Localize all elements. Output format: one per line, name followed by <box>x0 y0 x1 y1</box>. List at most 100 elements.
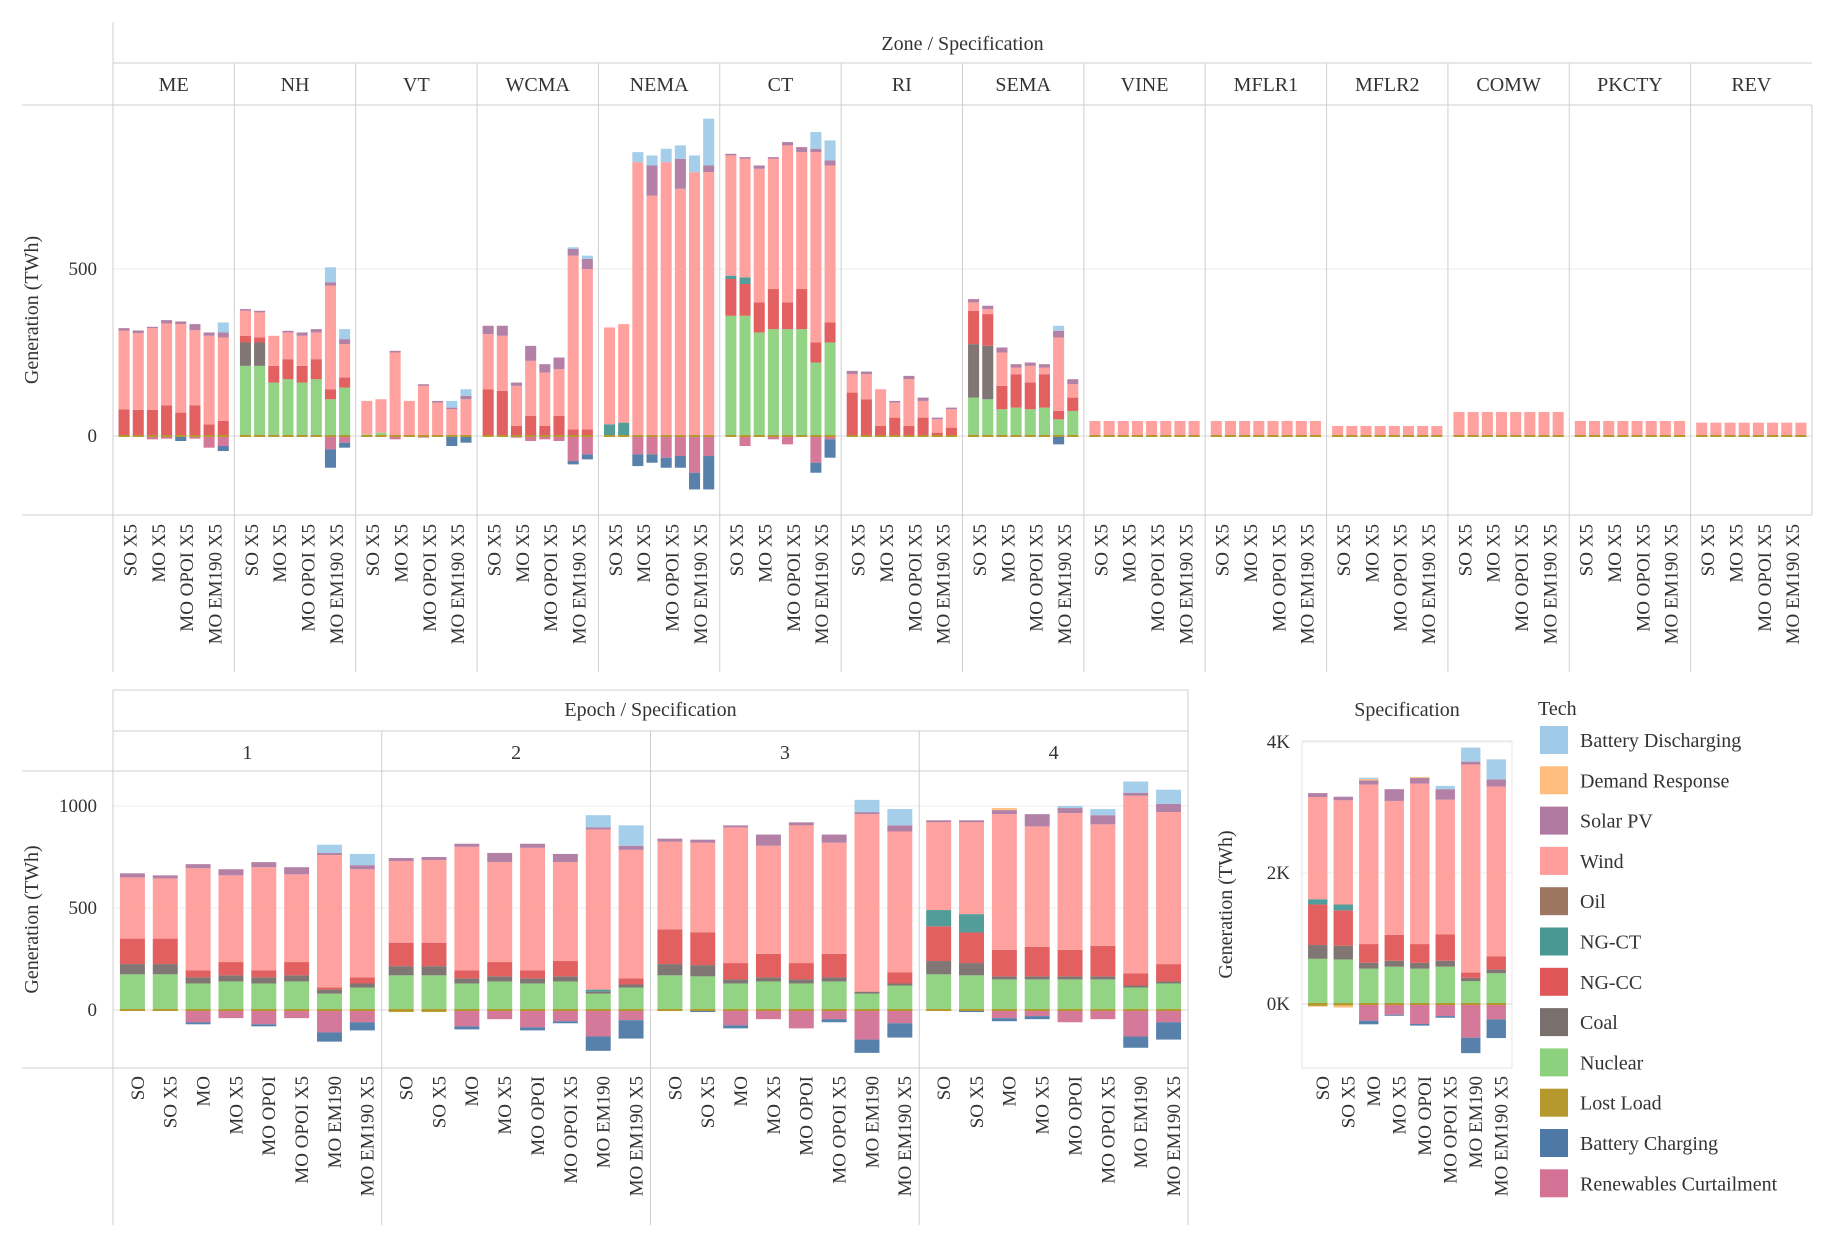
legend-swatch-nuclear <box>1540 1048 1568 1077</box>
bar-segment-ct-1-neg-renewables-curtailment <box>739 436 751 447</box>
bar-segment-ct-1-nuclear <box>739 315 751 436</box>
bar-segment-nema-4-neg-battery-charging <box>660 457 672 468</box>
bar-segment-ct-7-ng-cc <box>824 322 836 343</box>
bar-baseline-ri-1 <box>860 435 872 437</box>
bar-segment-epoch-3-2-ng-cc <box>723 963 749 980</box>
bar-segment-wcma-5-ng-cc <box>553 415 565 436</box>
bar-segment-me-7-neg-battery-charging <box>217 446 229 452</box>
bar-segment-epoch-3-4-ng-cc <box>788 963 814 980</box>
bar-segment-me-6-neg-renewables-curtailment <box>203 436 215 448</box>
bar-segment-vine-2-wind <box>1117 420 1129 436</box>
bar-baseline-epoch-1-0 <box>119 1009 145 1011</box>
bar-segment-spec-2-wind <box>1359 784 1379 945</box>
bar-segment-nema-6-battery-discharging <box>689 155 701 173</box>
x-tick-label-epoch-2-7: MO EM190 X5 <box>626 1076 647 1196</box>
x-tick-label-nh-0: SO X5 <box>242 524 263 576</box>
bar-segment-epoch-3-7-coal <box>887 983 913 986</box>
bar-segment-wcma-5-neg-renewables-curtailment <box>553 436 565 442</box>
bar-baseline-spec-2 <box>1359 1003 1379 1005</box>
bar-segment-ct-2-solar-pv <box>753 165 765 169</box>
bar-baseline-mflr1-7 <box>1309 435 1322 437</box>
x-tick-label-spec-2: MO <box>1364 1076 1385 1107</box>
bar-segment-nh-1-ng-cc <box>254 337 266 343</box>
x-tick-label-epoch-4-1: SO X5 <box>967 1076 988 1128</box>
bar-baseline-mflr2-6 <box>1417 435 1429 437</box>
bar-baseline-epoch-4-0 <box>926 1009 952 1011</box>
bar-segment-ct-5-ng-cc <box>796 289 808 330</box>
bar-segment-spec-6-neg-battery-charging <box>1461 1037 1481 1054</box>
bar-baseline-vt-7 <box>460 435 472 437</box>
bar-segment-epoch-1-4-ng-cc <box>251 970 277 978</box>
bar-segment-nema-5-solar-pv <box>674 158 686 189</box>
zone-header-comw: COMW <box>1476 74 1541 96</box>
bar-segment-spec-1-wind <box>1333 800 1353 905</box>
x-tick-label-nema-0: SO X5 <box>606 524 627 576</box>
bar-baseline-ri-5 <box>917 435 929 437</box>
panel-frames <box>22 22 1813 1225</box>
bar-segment-ct-7-neg-battery-charging <box>824 439 836 458</box>
bar-segment-spec-3-wind <box>1384 800 1404 935</box>
zone-header-wcma: WCMA <box>506 74 571 96</box>
bar-baseline-spec-7 <box>1486 1003 1506 1005</box>
legend-swatch-ng-ct <box>1540 927 1568 956</box>
bar-baseline-mflr2-2 <box>1360 435 1372 437</box>
x-tick-label-sema-1: MO X5 <box>998 524 1019 583</box>
bar-baseline-rev-3 <box>1738 435 1750 437</box>
bar-segment-nema-5-battery-discharging <box>674 145 686 159</box>
bar-segment-epoch-3-7-ng-cc <box>887 972 913 984</box>
bar-segment-wcma-7-solar-pv <box>581 258 593 269</box>
epoch-header-4: 4 <box>1049 742 1059 764</box>
bar-baseline-vt-5 <box>432 435 444 437</box>
legend-label-ng-cc: NG-CC <box>1580 972 1642 994</box>
bar-segment-sema-6-neg-battery-charging <box>1053 436 1065 445</box>
bar-segment-nh-3-nuclear <box>282 379 294 436</box>
bar-segment-wcma-3-solar-pv <box>525 345 537 361</box>
bar-baseline-epoch-3-7 <box>887 1009 913 1011</box>
bar-segment-epoch-2-2-ng-cc <box>454 970 480 979</box>
bar-segment-ct-0-wind <box>725 155 737 276</box>
bar-segment-epoch-2-0-ng-cc <box>388 942 414 967</box>
bar-segment-epoch-4-2-nuclear <box>991 979 1017 1010</box>
bar-baseline-mflr1-2 <box>1239 435 1251 437</box>
bar-baseline-me-3 <box>161 435 173 437</box>
bar-segment-epoch-4-6-neg-renewables-curtailment <box>1123 1010 1149 1037</box>
bar-segment-ct-6-solar-pv <box>810 148 822 153</box>
bar-segment-ct-1-ng-cc <box>739 284 751 316</box>
bar-baseline-epoch-2-6 <box>585 1009 611 1011</box>
bar-baseline-epoch-1-4 <box>251 1009 277 1011</box>
bar-segment-nh-7-ng-cc <box>339 377 351 388</box>
bar-segment-epoch-4-3-nuclear <box>1024 979 1050 1010</box>
bar-segment-spec-3-neg-renewables-curtailment <box>1384 1004 1404 1015</box>
bar-baseline-ct-1 <box>739 435 751 437</box>
bar-segment-spec-1-ng-cc <box>1333 910 1353 946</box>
bar-segment-ri-4-solar-pv <box>903 375 915 380</box>
bar-segment-nh-7-nuclear <box>339 387 351 436</box>
bar-baseline-ri-4 <box>903 435 915 437</box>
bar-segment-sema-7-ng-cc <box>1067 397 1079 411</box>
bar-segment-spec-2-battery-discharging <box>1359 777 1379 780</box>
bar-segment-epoch-4-7-battery-discharging <box>1156 789 1182 804</box>
bar-baseline-epoch-1-6 <box>317 1009 342 1011</box>
zone-header-mflr1: MFLR1 <box>1234 74 1298 96</box>
bar-baseline-me-0 <box>118 435 130 437</box>
bar-segment-pkcty-0-wind <box>1574 420 1586 436</box>
bar-segment-vt-5-wind <box>432 402 444 436</box>
bar-segment-mflr2-7-wind <box>1431 425 1443 436</box>
bar-segment-mflr2-3-wind <box>1374 425 1386 436</box>
bar-segment-spec-1-coal <box>1333 945 1353 960</box>
bar-segment-comw-5-wind <box>1524 411 1536 436</box>
bar-segment-me-5-wind <box>189 330 201 406</box>
bar-baseline-wcma-7 <box>581 435 593 437</box>
bar-segment-spec-4-solar-pv <box>1410 778 1430 784</box>
bar-segment-ct-1-wind <box>739 158 751 278</box>
bar-segment-epoch-1-2-coal <box>185 977 211 984</box>
bar-segment-sema-3-wind <box>1010 367 1022 375</box>
y-tick-label-zone-500: 500 <box>69 259 98 280</box>
bar-segment-wcma-0-solar-pv <box>482 325 494 335</box>
bar-segment-epoch-2-2-nuclear <box>454 983 480 1010</box>
bar-segment-epoch-1-4-solar-pv <box>251 862 277 868</box>
bar-baseline-pkcty-4 <box>1631 435 1643 437</box>
x-tick-label-vine-0: SO X5 <box>1091 524 1112 576</box>
bar-segment-ri-3-solar-pv <box>889 400 901 403</box>
bar-segment-spec-0-coal <box>1308 945 1328 959</box>
